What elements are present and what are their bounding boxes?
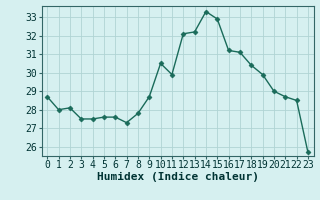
X-axis label: Humidex (Indice chaleur): Humidex (Indice chaleur) (97, 172, 259, 182)
